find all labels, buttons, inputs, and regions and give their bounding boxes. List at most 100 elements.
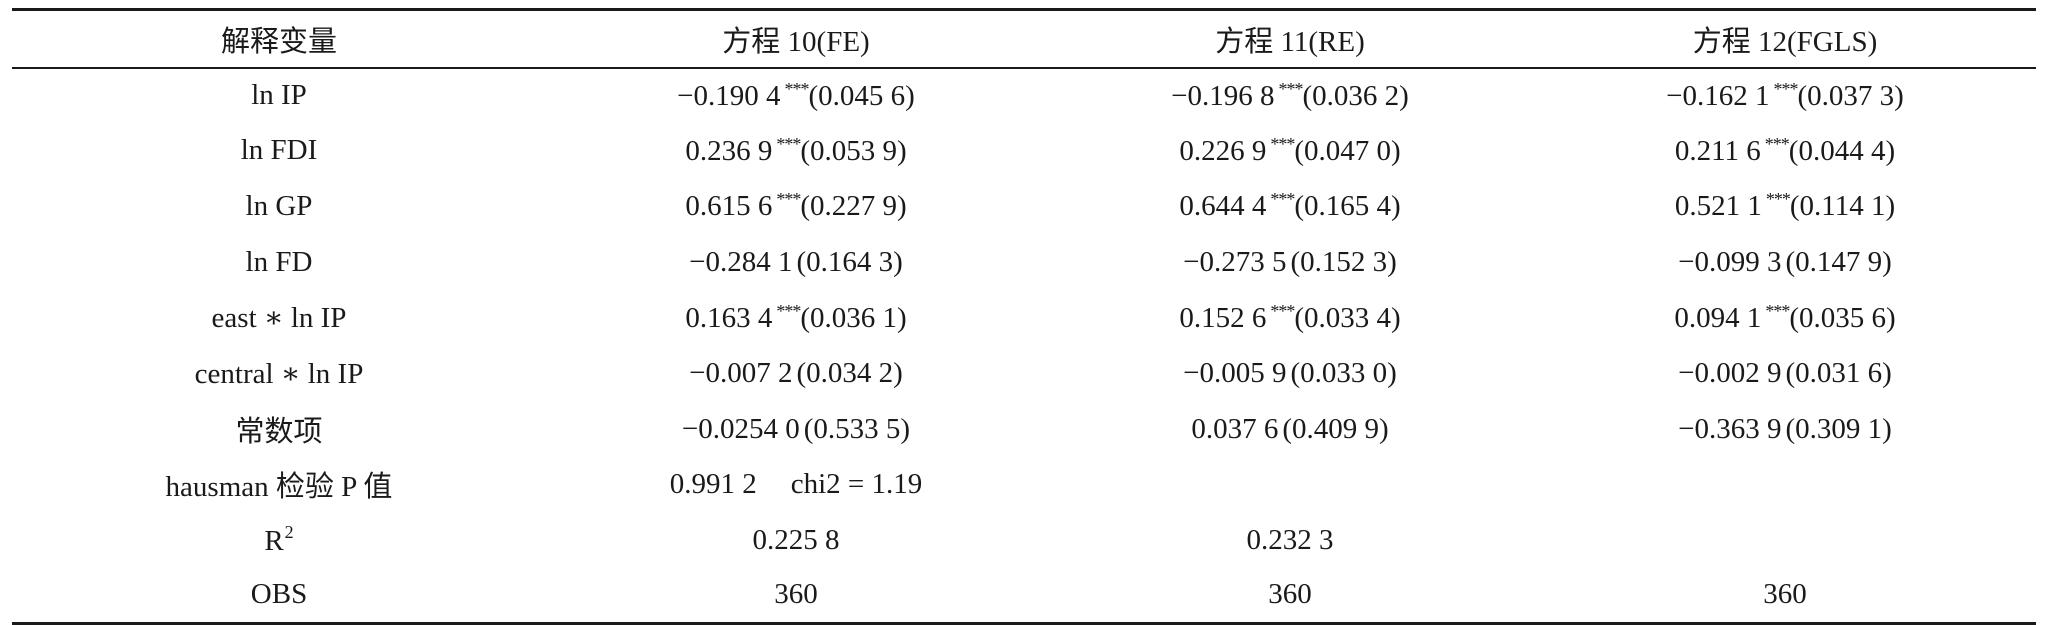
std-error: (0.033 0) (1290, 357, 1397, 390)
std-error: (0.037 3) (1797, 79, 1904, 112)
fgls-cell: −0.162 1 ***(0.037 3) (1534, 68, 2036, 124)
coef-value: −0.273 5 (1183, 246, 1287, 279)
std-error: (0.035 6) (1789, 301, 1896, 334)
fe-cell: 0.163 4 ***(0.036 1) (546, 290, 1046, 346)
std-error: (0.045 6) (808, 79, 915, 112)
table-row: central ∗ ln IP −0.007 2 (0.034 2) −0.005… (12, 345, 2036, 401)
coef-value: 0.644 4 (1179, 190, 1267, 223)
re-cell: −0.196 8 ***(0.036 2) (1046, 68, 1534, 124)
std-error: (0.044 4) (1788, 134, 1896, 167)
significance-stars: *** (1270, 133, 1295, 154)
variable-cell: central ∗ ln IP (194, 357, 364, 390)
std-error: (0.409 9) (1282, 412, 1389, 445)
header-row: 解释变量 方程 10(FE) 方程 11(RE) 方程 12(FGLS) (12, 8, 2036, 69)
hausman-fgls-cell (1534, 457, 2036, 513)
std-error: (0.047 0) (1294, 134, 1401, 167)
significance-stars: *** (776, 300, 801, 321)
table-row: ln GP 0.615 6 ***(0.227 9) 0.644 4 ***(0.1… (12, 179, 2036, 235)
variable-cell: east ∗ ln IP (211, 302, 347, 335)
table-row: east ∗ ln IP 0.163 4 ***(0.036 1) 0.152 6… (12, 290, 2036, 346)
r2-fe-value: 0.225 8 (752, 523, 840, 556)
obs-label: OBS (12, 567, 546, 625)
variable-cell: ln FDI (240, 134, 318, 167)
obs-fgls-value: 360 (1534, 567, 2036, 625)
header-re: 方程 11(RE) (1046, 8, 1534, 69)
std-error: (0.031 6) (1785, 357, 1892, 390)
table-row: ln IP −0.190 4 ***(0.045 6) −0.196 8 ***(0… (12, 68, 2036, 124)
fgls-cell: 0.521 1 ***(0.114 1) (1534, 179, 2036, 235)
std-error: (0.053 9) (800, 134, 907, 167)
r2-label: R2 (12, 512, 546, 568)
table-row: 常数项 −0.0254 0 (0.533 5) 0.037 6 (0.409 9) … (12, 401, 2036, 457)
re-cell: 0.226 9 ***(0.047 0) (1046, 123, 1534, 179)
significance-stars: *** (1270, 300, 1295, 321)
significance-stars: *** (1278, 78, 1304, 99)
obs-row: OBS 360 360 360 (12, 567, 2036, 625)
coef-value: 0.152 6 (1179, 301, 1267, 334)
coef-value: 0.163 4 (685, 301, 773, 334)
std-error: (0.164 3) (796, 246, 903, 279)
coef-value: −0.190 4 (677, 79, 781, 112)
hausman-row: hausman 检验 P 值 0.991 2 chi2 = 1.19 (12, 457, 2036, 513)
std-error: (0.165 4) (1294, 190, 1401, 223)
fgls-cell: −0.002 9 (0.031 6) (1534, 345, 2036, 401)
coef-value: 0.236 9 (685, 134, 773, 167)
fe-cell: −0.0254 0 (0.533 5) (546, 401, 1046, 457)
hausman-p-value: 0.991 2 (669, 467, 757, 500)
significance-stars: *** (1765, 300, 1790, 321)
significance-stars: *** (1270, 189, 1295, 210)
obs-re-value: 360 (1046, 567, 1534, 625)
std-error: (0.309 1) (1785, 412, 1892, 445)
std-error: (0.033 4) (1294, 301, 1401, 334)
std-error: (0.036 2) (1302, 79, 1409, 112)
hausman-chi2: chi2 = 1.19 (790, 467, 923, 500)
std-error: (0.147 9) (1785, 246, 1892, 279)
regression-results-table: 解释变量 方程 10(FE) 方程 11(RE) 方程 12(FGLS) ln … (12, 8, 2036, 625)
fe-cell: 0.236 9 ***(0.053 9) (546, 123, 1046, 179)
coef-value: −0.099 3 (1678, 246, 1782, 279)
coef-value: 0.615 6 (685, 190, 773, 223)
coef-value: 0.037 6 (1191, 412, 1279, 445)
coef-value: −0.363 9 (1678, 412, 1782, 445)
r2-fgls-value (1534, 512, 2036, 568)
fgls-cell: 0.211 6 ***(0.044 4) (1534, 123, 2036, 179)
std-error: (0.533 5) (803, 412, 911, 445)
r2-label-superscript: 2 (284, 522, 294, 543)
header-fgls: 方程 12(FGLS) (1534, 8, 2036, 69)
hausman-re-cell (1046, 457, 1534, 513)
std-error: (0.227 9) (800, 190, 907, 223)
fe-cell: −0.190 4 ***(0.045 6) (546, 68, 1046, 124)
coef-value: −0.162 1 (1666, 79, 1770, 112)
header-fe: 方程 10(FE) (546, 8, 1046, 69)
coef-value: −0.0254 0 (681, 412, 800, 445)
variable-cell: ln IP (251, 79, 307, 112)
re-cell: 0.152 6 ***(0.033 4) (1046, 290, 1534, 346)
significance-stars: *** (1765, 189, 1791, 210)
obs-fe-value: 360 (546, 567, 1046, 625)
coef-value: −0.002 9 (1678, 357, 1782, 390)
r2-re-value: 0.232 3 (1246, 523, 1334, 556)
fgls-cell: −0.099 3 (0.147 9) (1534, 234, 2036, 290)
fgls-cell: −0.363 9 (0.309 1) (1534, 401, 2036, 457)
variable-cell: 常数项 (235, 415, 323, 448)
coef-value: −0.005 9 (1183, 357, 1287, 390)
std-error: (0.034 2) (796, 357, 903, 390)
re-cell: −0.273 5 (0.152 3) (1046, 234, 1534, 290)
re-cell: 0.644 4 ***(0.165 4) (1046, 179, 1534, 235)
fgls-cell: 0.094 1 ***(0.035 6) (1534, 290, 2036, 346)
hausman-fe-cell: 0.991 2 chi2 = 1.19 (546, 457, 1046, 513)
fe-cell: −0.284 1 (0.164 3) (546, 234, 1046, 290)
table-row: ln FDI 0.236 9 ***(0.053 9) 0.226 9 ***(0.… (12, 123, 2036, 179)
variable-cell: ln FD (245, 245, 313, 278)
coef-value: 0.094 1 (1674, 301, 1762, 334)
std-error: (0.114 1) (1789, 190, 1896, 223)
coef-value: −0.196 8 (1171, 79, 1275, 112)
std-error: (0.036 1) (800, 301, 907, 334)
r2-label-base: R (264, 525, 284, 558)
significance-stars: *** (1764, 133, 1790, 154)
coef-value: 0.211 6 (1674, 134, 1761, 167)
fe-cell: −0.007 2 (0.034 2) (546, 345, 1046, 401)
significance-stars: *** (776, 133, 801, 154)
coef-value: 0.226 9 (1179, 134, 1267, 167)
